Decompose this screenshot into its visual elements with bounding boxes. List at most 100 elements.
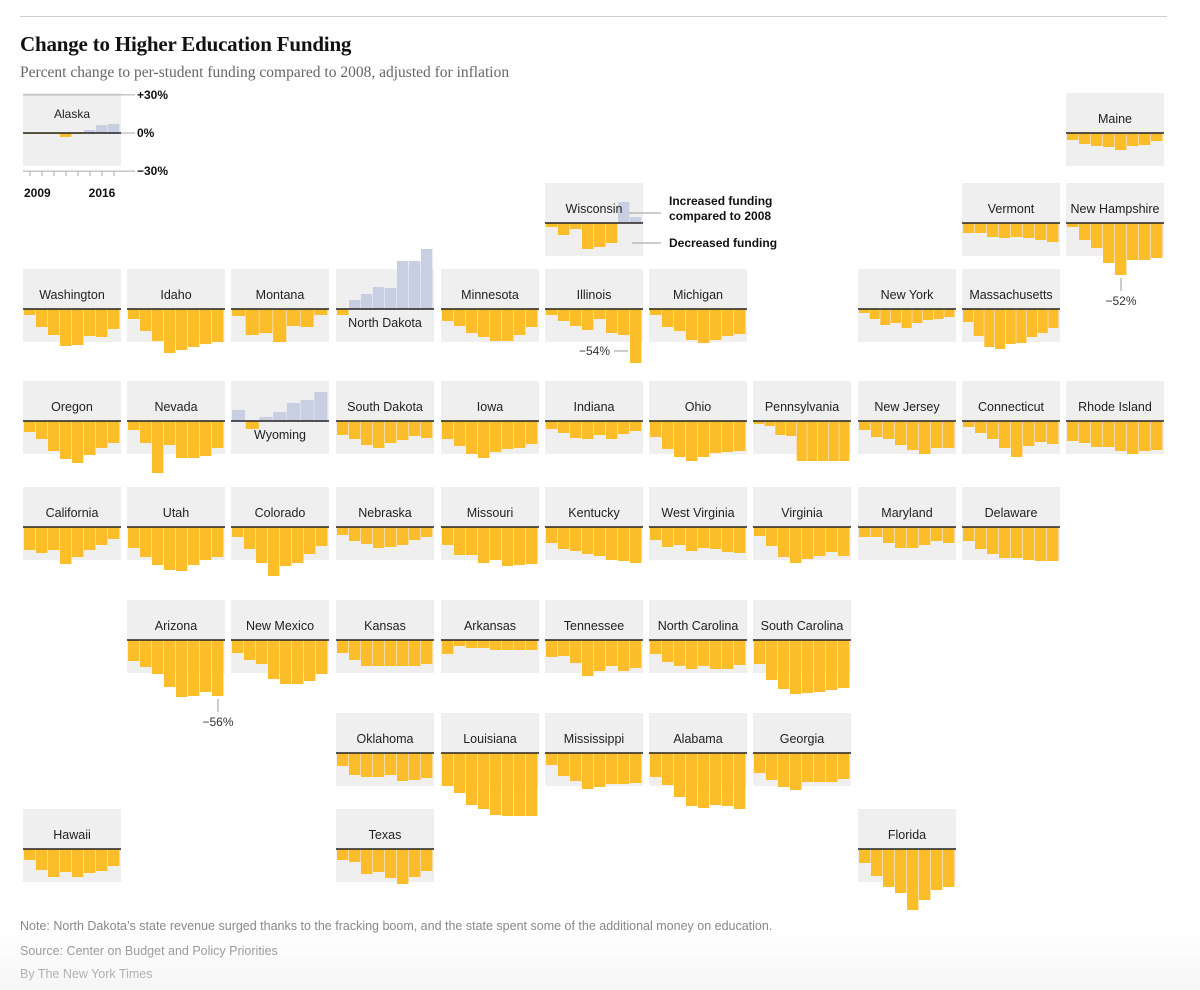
bar-maine-2010 [1079,133,1091,144]
bar-south-carolina-2011 [778,640,790,689]
bar-nevada-2010 [140,421,152,443]
state-label-oregon: Oregon [51,400,93,414]
bar-idaho-2011 [152,309,164,341]
bar-west-virginia-2015 [722,527,734,552]
bar-texas-2014 [397,849,409,884]
bar-utah-2009 [128,527,140,548]
bar-washington-2014 [84,309,96,336]
bar-indiana-2016 [630,421,642,431]
bar-colorado-2011 [256,527,268,563]
bar-wisconsin-2010 [558,223,570,235]
bar-new-york-2013 [901,309,912,328]
bar-utah-2010 [140,527,152,557]
bar-minnesota-2016 [526,309,538,327]
bar-nebraska-2010 [349,527,361,541]
bar-kansas-2016 [421,640,433,664]
bar-florida-2015 [931,849,943,890]
state-label-hawaii: Hawaii [53,828,91,842]
bar-minnesota-2010 [454,309,466,326]
bar-alabama-2016 [734,753,746,809]
bar-alaska-2015 [96,125,108,133]
bar-maine-2013 [1115,133,1127,150]
bar-arizona-2014 [188,640,200,696]
bar-ohio-2016 [734,421,746,451]
bar-virginia-2013 [802,527,814,559]
bar-washington-2016 [108,309,120,329]
bar-nebraska-2009 [337,527,349,535]
bar-minnesota-2012 [478,309,490,337]
bar-louisiana-2015 [514,753,526,816]
bar-montana-2010 [245,309,259,335]
bar-new-york-2014 [912,309,923,323]
bar-vermont-2012 [999,223,1011,238]
bar-south-dakota-2011 [361,421,373,445]
state-label-connecticut: Connecticut [978,400,1045,414]
bar-north-carolina-2013 [698,640,710,666]
bar-new-jersey-2011 [883,421,895,439]
bar-oregon-2015 [96,421,108,448]
state-tile-new-york [858,269,956,342]
bar-michigan-2011 [674,309,686,331]
bar-arkansas-2011 [466,640,478,648]
chart-source: Source: Center on Budget and Policy Prio… [20,944,278,958]
bar-ohio-2010 [662,421,674,449]
bar-iowa-2011 [466,421,478,454]
bar-ohio-2012 [686,421,698,461]
bar-south-dakota-2015 [409,421,421,436]
bar-nebraska-2013 [385,527,397,547]
bar-arkansas-2014 [502,640,514,650]
bar-maryland-2015 [931,527,943,541]
bar-north-carolina-2015 [722,640,734,669]
bar-north-carolina-2014 [710,640,722,669]
bar-massachusetts-undefined [1048,309,1059,328]
bar-arkansas-2010 [454,640,466,646]
bar-new-jersey-2013 [907,421,919,450]
bar-illinois-2011 [570,309,582,326]
bar-minnesota-2009 [442,309,454,321]
bar-vermont-2009 [963,223,975,233]
state-label-idaho: Idaho [160,288,191,302]
state-label-vermont: Vermont [988,202,1035,216]
bar-illinois-2015 [618,309,630,335]
bar-arizona-2010 [140,640,152,667]
state-tile-maine [1066,93,1164,166]
bar-massachusetts-2014 [1016,309,1027,343]
bar-new-mexico-2011 [256,640,268,664]
bar-new-jersey-2015 [931,421,943,448]
bar-tennessee-2009 [546,640,558,657]
state-label-tennessee: Tennessee [564,619,625,633]
bar-connecticut-2015 [1035,421,1047,442]
bar-north-carolina-2010 [662,640,674,662]
bar-alaska-2016 [108,124,120,133]
bar-new-york-2012 [891,309,902,323]
bar-illinois-2013 [594,309,606,319]
state-label-florida: Florida [888,828,926,842]
bar-new-hampshire-2016 [1151,223,1163,258]
bar-nevada-2016 [212,421,224,448]
bar-massachusetts-2016 [1037,309,1048,333]
bar-arkansas-2012 [478,640,490,648]
bar-missouri-2013 [490,527,502,560]
state-label-california: California [46,506,99,520]
bar-new-mexico-2015 [304,640,316,681]
bar-florida-2009 [859,849,871,863]
bar-alabama-2014 [710,753,722,805]
chart-title: Change to Higher Education Funding [20,32,352,56]
bar-nebraska-2016 [421,527,433,537]
bar-georgia-2013 [802,753,814,782]
bar-florida-2013 [907,849,919,910]
bar-nevada-2011 [152,421,164,473]
bar-vermont-2016 [1047,223,1059,242]
state-label-texas: Texas [369,828,402,842]
bar-south-carolina-2014 [814,640,826,692]
bar-louisiana-2012 [478,753,490,809]
bar-texas-2011 [361,849,373,874]
bar-colorado-2012 [268,527,280,576]
bar-mississippi-2015 [618,753,630,784]
bar-new-hampshire-2012 [1103,223,1115,263]
bar-illinois-2009 [546,309,558,315]
bar-new-jersey-2010 [871,421,883,437]
bar-tennessee-2012 [582,640,594,676]
bar-new-mexico-2012 [268,640,280,679]
